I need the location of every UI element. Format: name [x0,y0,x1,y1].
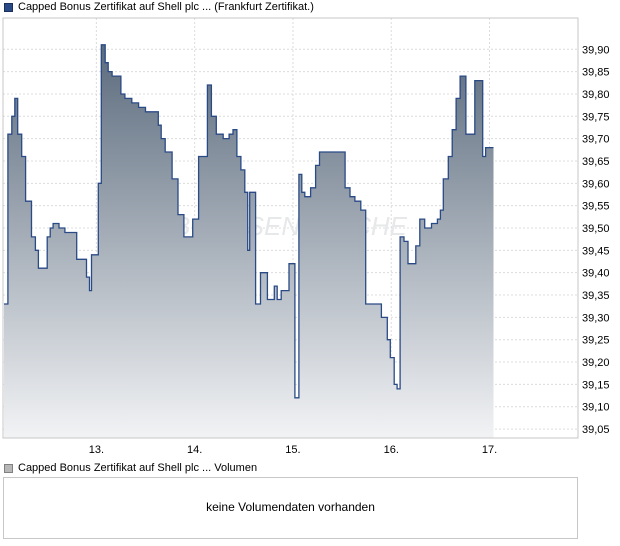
y-tick-label: 39,20 [582,357,610,369]
plot-frame [2,17,579,439]
y-tick-label: 39,80 [582,89,610,101]
volume-legend: Capped Bonus Zertifikat auf Shell plc ..… [4,462,257,474]
y-tick-label: 39,70 [582,134,610,146]
y-axis: 39,05 39,10 39,15 39,20 39,25 39,30 39,35 39,40… [582,44,610,436]
price-chart: BOERSEN WOCHE 39,0539,1039,1539,2039,253… [2,17,610,456]
main-series-swatch [4,2,13,12]
y-tick-label: 39,60 [582,178,610,190]
main-legend-label: Capped Bonus Zertifikat auf Shell plc ..… [18,1,314,13]
y-tick-label: 39,25 [582,335,610,347]
volume-series-swatch [4,463,13,473]
main-legend: Capped Bonus Zertifikat auf Shell plc ..… [4,1,314,13]
y-tick-label: 39,45 [582,245,610,257]
x-tick-label: 16. [384,444,399,456]
y-tick-label: 39,05 [582,424,610,436]
volume-panel: keine Volumendaten vorhanden [3,477,578,539]
price-area-fill [4,44,494,439]
y-tick-label: 39,40 [582,268,610,280]
x-axis: 13. 14. 15. 16. 17. [89,444,497,456]
x-tick-label: 13. [89,444,104,456]
volume-empty-message: keine Volumendaten vorhanden [206,500,375,514]
y-tick-label: 39,15 [582,379,610,391]
y-tick-label: 39,10 [582,402,610,414]
y-tick-label: 39,30 [582,312,610,324]
volume-legend-label: Capped Bonus Zertifikat auf Shell plc ..… [18,462,258,474]
x-tick-label: 14. [187,444,202,456]
y-tick-label: 39,85 [582,67,610,79]
y-tick-label: 39,50 [582,223,610,235]
x-tick-label: 17. [482,444,497,456]
x-tick-label: 15. [285,444,300,456]
price-line [4,44,494,399]
y-tick-label: 39,90 [582,44,610,56]
y-tick-label: 39,35 [582,290,610,302]
y-tick-label: 39,75 [582,111,610,123]
y-tick-label: 39,55 [582,201,610,213]
y-tick-label: 39,65 [582,156,610,168]
